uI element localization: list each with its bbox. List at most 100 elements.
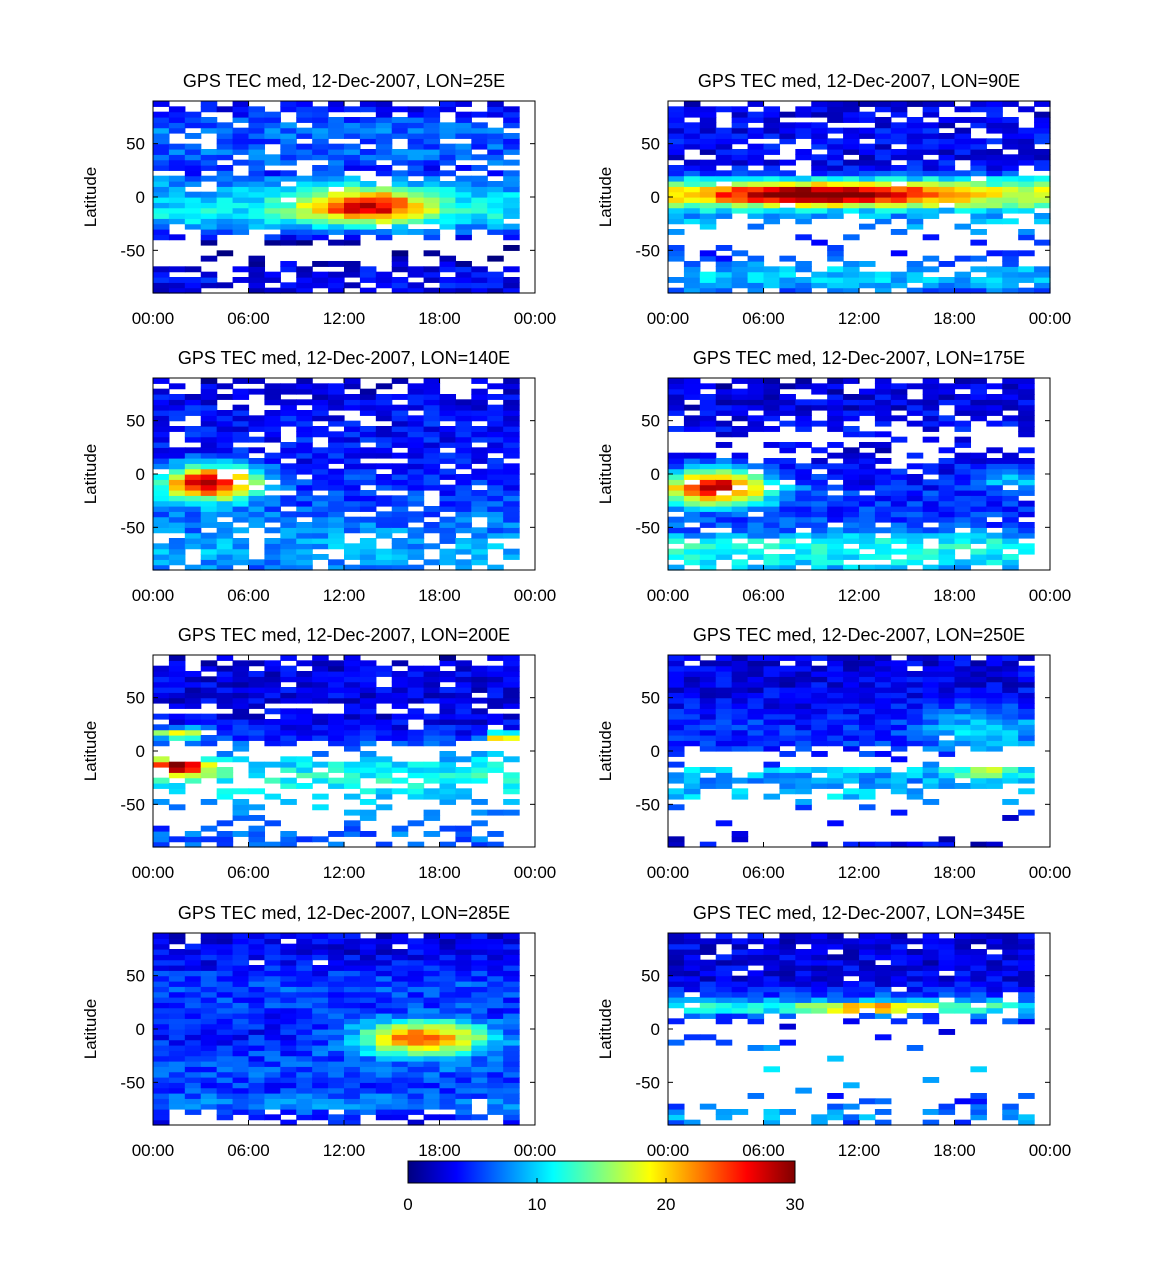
heatmap-cell bbox=[184, 1045, 202, 1051]
heatmap-cell bbox=[859, 399, 876, 406]
heatmap-cell bbox=[296, 719, 313, 725]
heatmap-cell bbox=[248, 468, 266, 475]
heatmap-cell bbox=[168, 234, 186, 241]
heatmap-cell bbox=[747, 149, 765, 155]
heatmap-cell bbox=[391, 767, 409, 773]
heatmap-cell bbox=[391, 484, 409, 491]
heatmap-cell bbox=[264, 186, 281, 193]
heatmap-cell bbox=[296, 943, 313, 950]
heatmap-cell bbox=[248, 1071, 266, 1078]
heatmap-cell bbox=[200, 943, 218, 950]
heatmap-cell bbox=[986, 474, 1003, 480]
heatmap-cell bbox=[168, 687, 186, 693]
heatmap-cell bbox=[344, 708, 361, 715]
heatmap-cell bbox=[487, 1002, 504, 1009]
heatmap-cell bbox=[699, 532, 717, 539]
heatmap-cell bbox=[471, 554, 488, 560]
heatmap-cell bbox=[1002, 564, 1019, 571]
heatmap-cell bbox=[264, 991, 281, 998]
heatmap-cell bbox=[906, 740, 924, 747]
heatmap-cell bbox=[795, 149, 812, 155]
heatmap-cell bbox=[375, 954, 393, 961]
heatmap-cell bbox=[1018, 1002, 1035, 1009]
heatmap-cell bbox=[455, 287, 472, 294]
heatmap-cell bbox=[683, 500, 701, 507]
heatmap-cell bbox=[232, 991, 250, 998]
heatmap-cell bbox=[954, 516, 972, 523]
heatmap-cell bbox=[970, 1013, 987, 1019]
heatmap-cell bbox=[906, 277, 924, 283]
heatmap-cell bbox=[359, 277, 377, 283]
heatmap-cell bbox=[184, 404, 202, 411]
heatmap-cell bbox=[811, 522, 828, 528]
heatmap-cell bbox=[954, 970, 972, 977]
heatmap-cell bbox=[232, 997, 250, 1003]
heatmap-cell bbox=[811, 767, 828, 773]
heatmap-cell bbox=[184, 1098, 202, 1105]
heatmap-cell bbox=[168, 1018, 186, 1025]
heatmap-cell bbox=[407, 1098, 425, 1105]
heatmap-cell bbox=[731, 788, 749, 795]
heatmap-cell bbox=[296, 191, 313, 198]
x-tick-label: 06:00 bbox=[227, 309, 270, 328]
heatmap-cell bbox=[487, 681, 504, 688]
heatmap-cell bbox=[503, 229, 520, 235]
heatmap-cell bbox=[344, 1055, 361, 1062]
heatmap-cell bbox=[843, 954, 860, 961]
heatmap-cell bbox=[407, 207, 425, 214]
heatmap-cell bbox=[439, 1045, 457, 1051]
heatmap-cell bbox=[970, 735, 987, 741]
heatmap-cell bbox=[248, 271, 266, 278]
heatmap-cell bbox=[827, 202, 844, 209]
heatmap-cell bbox=[375, 191, 393, 198]
heatmap-cell bbox=[391, 548, 409, 555]
heatmap-cell bbox=[455, 191, 472, 198]
heatmap-cell bbox=[795, 468, 812, 475]
heatmap-cell bbox=[747, 479, 765, 486]
heatmap-cell bbox=[344, 175, 361, 182]
heatmap-cell bbox=[200, 191, 218, 198]
heatmap-cells bbox=[668, 378, 1035, 571]
heatmap-cell bbox=[423, 933, 441, 939]
heatmap-cell bbox=[296, 735, 313, 741]
heatmap-cell bbox=[391, 479, 409, 486]
heatmap-cell bbox=[503, 655, 520, 661]
heatmap-cell bbox=[153, 447, 170, 454]
heatmap-cell bbox=[683, 394, 701, 400]
heatmap-cell bbox=[668, 426, 685, 432]
heatmap-cell bbox=[232, 665, 250, 672]
heatmap-cell bbox=[312, 1093, 329, 1099]
heatmap-cell bbox=[280, 532, 297, 539]
heatmap-cell bbox=[763, 506, 781, 512]
heatmap-cell bbox=[487, 1098, 504, 1105]
heatmap-cell bbox=[1018, 474, 1035, 480]
heatmap-cell bbox=[455, 1018, 472, 1025]
heatmap-cell bbox=[843, 117, 860, 123]
heatmap-cell bbox=[906, 991, 924, 998]
heatmap-cell bbox=[312, 660, 329, 667]
heatmap-cell bbox=[344, 681, 361, 688]
heatmap-cell bbox=[970, 1018, 987, 1025]
heatmap-cell bbox=[1018, 127, 1035, 134]
heatmap-cell bbox=[747, 500, 765, 507]
heatmap-cell bbox=[938, 287, 956, 294]
heatmap-cell bbox=[168, 729, 186, 736]
heatmap-cell bbox=[986, 1007, 1003, 1014]
heatmap-cell bbox=[683, 708, 701, 715]
heatmap-cell bbox=[503, 378, 520, 384]
heatmap-cell bbox=[1002, 452, 1019, 459]
heatmap-cell bbox=[747, 207, 765, 214]
heatmap-cell bbox=[954, 997, 972, 1003]
heatmap-cell bbox=[375, 271, 393, 278]
heatmap-cell bbox=[184, 943, 202, 950]
heatmap-cell bbox=[1002, 697, 1019, 704]
heatmap-cell bbox=[827, 719, 844, 725]
heatmap-cell bbox=[906, 772, 924, 779]
heatmap-cell bbox=[683, 954, 701, 961]
heatmap-cell bbox=[280, 495, 297, 502]
heatmap-cell bbox=[827, 426, 844, 432]
heatmap-cell bbox=[455, 261, 472, 267]
heatmap-cell bbox=[683, 724, 701, 731]
heatmap-cell bbox=[811, 484, 828, 491]
heatmap-cell bbox=[312, 538, 329, 544]
